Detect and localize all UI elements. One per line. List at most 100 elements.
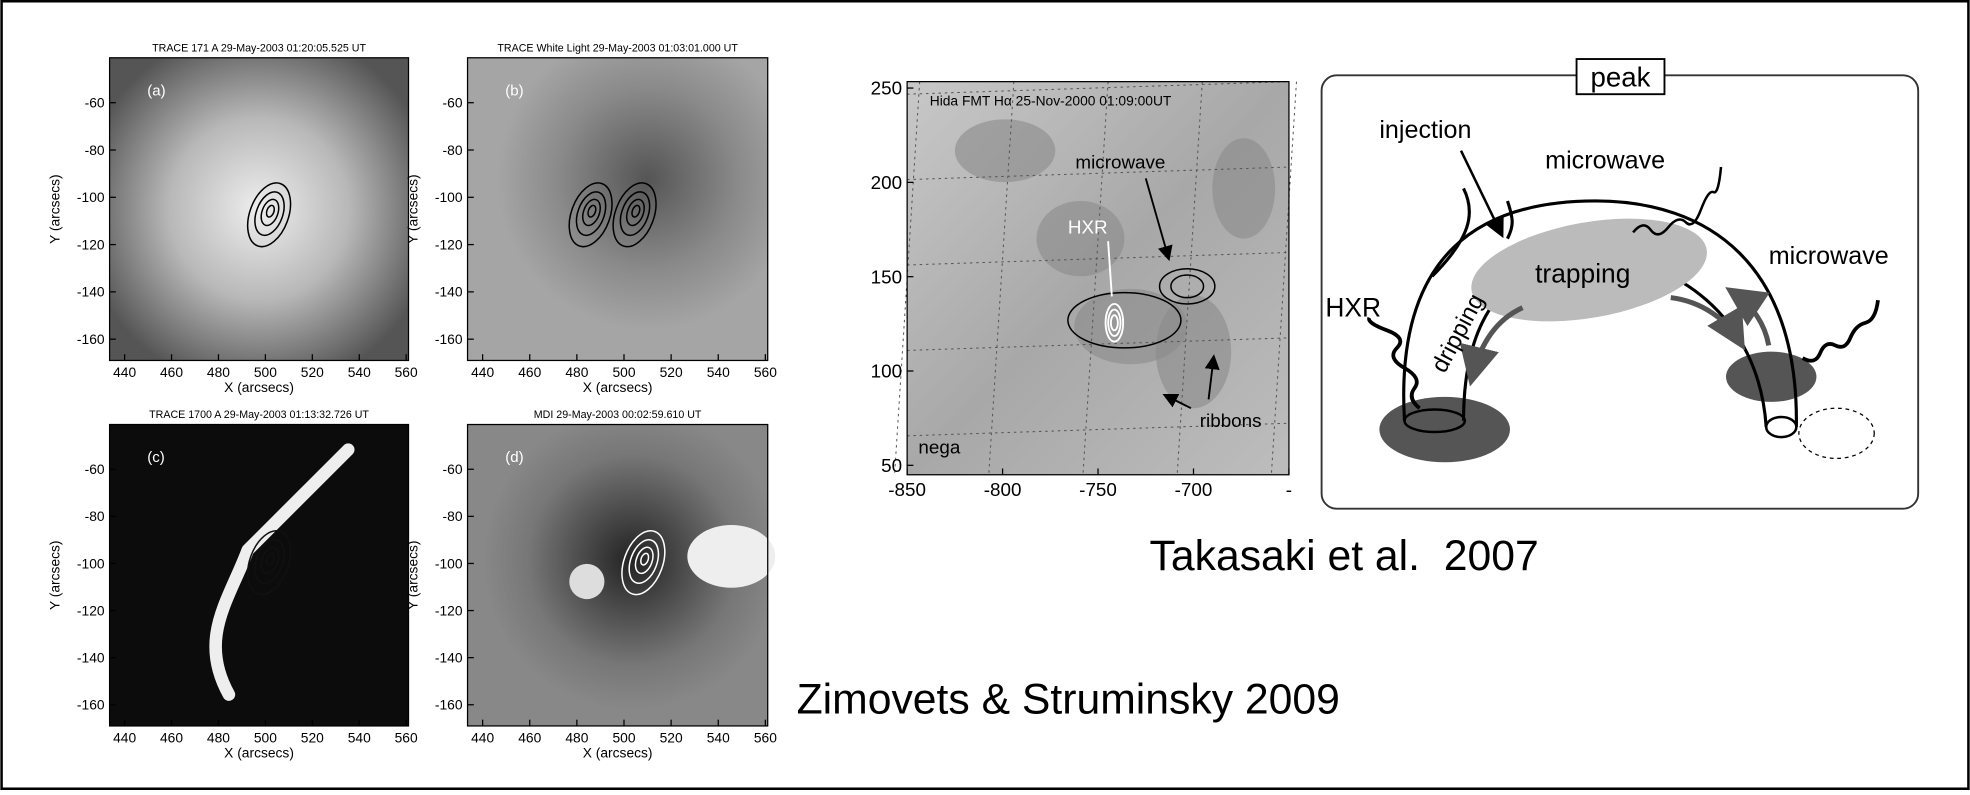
panel-label: (a) bbox=[147, 82, 165, 99]
y-tick-label: -60 bbox=[85, 95, 105, 111]
chromosphere-feature bbox=[1036, 201, 1124, 276]
y-tick-label: 50 bbox=[881, 455, 902, 476]
x-tick-label: 520 bbox=[660, 364, 683, 380]
y-tick-label: -80 bbox=[85, 508, 105, 524]
panel-title: TRACE 171 A 29-May-2003 01:20:05.525 UT bbox=[152, 42, 366, 54]
x-tick-label: 540 bbox=[707, 364, 730, 380]
diagram-label: HXR bbox=[1325, 293, 1381, 323]
x-tick-label: 480 bbox=[207, 364, 230, 380]
y-tick-label: -80 bbox=[85, 142, 105, 158]
x-axis-label: X (arcsecs) bbox=[224, 379, 294, 395]
y-tick-label: -80 bbox=[443, 142, 463, 158]
caption: Takasaki et al. 2007 bbox=[1150, 532, 1539, 580]
diagram-label: trapping bbox=[1535, 259, 1630, 289]
x-tick-label: 480 bbox=[207, 729, 230, 745]
chromosphere-feature bbox=[1212, 138, 1275, 238]
x-tick-label: 520 bbox=[301, 729, 324, 745]
y-tick-label: -160 bbox=[435, 697, 463, 713]
panel-image bbox=[110, 58, 409, 361]
page: {"panels":[ {"title":"TRACE 171 A 29-May… bbox=[0, 0, 1970, 790]
x-tick-label: 500 bbox=[254, 364, 277, 380]
x-tick-label: 520 bbox=[301, 364, 324, 380]
x-tick-label: 440 bbox=[471, 364, 494, 380]
x-axis-label: X (arcsecs) bbox=[224, 744, 294, 760]
diagram-label: injection bbox=[1379, 116, 1471, 144]
y-tick-label: -140 bbox=[435, 649, 463, 665]
x-tick-label: 440 bbox=[113, 729, 136, 745]
polarity bbox=[569, 564, 604, 599]
x-tick-label: -850 bbox=[888, 479, 926, 500]
y-tick-label: -60 bbox=[85, 461, 105, 477]
x-tick-label: 480 bbox=[565, 729, 588, 745]
panel-image bbox=[468, 58, 768, 361]
y-tick-label: -120 bbox=[77, 602, 105, 618]
y-tick-label: -120 bbox=[435, 602, 463, 618]
panel-title: TRACE White Light 29-May-2003 01:03:01.0… bbox=[497, 42, 738, 54]
chromosphere-feature bbox=[1156, 295, 1231, 408]
x-tick-label: 560 bbox=[754, 364, 777, 380]
x-tick-label: 500 bbox=[612, 729, 635, 745]
slide: 440460480500520540560-60-80-100-120-140-… bbox=[0, 0, 1970, 790]
polarity bbox=[687, 525, 775, 588]
annotation: HXR bbox=[1068, 217, 1108, 238]
x-tick-label: 540 bbox=[348, 729, 371, 745]
loop-foot bbox=[1766, 417, 1796, 437]
x-tick-label: 500 bbox=[612, 364, 635, 380]
footpoint bbox=[1379, 397, 1510, 462]
x-axis-label: X (arcsecs) bbox=[583, 744, 653, 760]
y-axis-label: Y (arcsecs) bbox=[404, 540, 420, 610]
y-tick-label: -100 bbox=[77, 189, 105, 205]
trapping-diagram: peak injection microwave trapping microw… bbox=[1322, 59, 1919, 509]
x-tick-label: 560 bbox=[395, 364, 418, 380]
panel-title: TRACE 1700 A 29-May-2003 01:13:32.726 UT bbox=[149, 409, 369, 421]
x-tick-label: 540 bbox=[348, 364, 371, 380]
x-tick-label: -800 bbox=[984, 479, 1022, 500]
y-tick-label: -80 bbox=[443, 508, 463, 524]
x-tick-label: 440 bbox=[471, 729, 494, 745]
y-tick-label: -160 bbox=[77, 331, 105, 347]
y-tick-label: -140 bbox=[77, 649, 105, 665]
x-tick-label: 520 bbox=[660, 729, 683, 745]
x-tick-label: 460 bbox=[518, 729, 541, 745]
x-tick-label: 440 bbox=[113, 364, 136, 380]
panel-image bbox=[110, 425, 409, 726]
y-tick-label: 200 bbox=[871, 172, 902, 193]
x-axis-label: X (arcsecs) bbox=[583, 379, 653, 395]
y-tick-label: -140 bbox=[77, 284, 105, 300]
y-tick-label: -120 bbox=[435, 236, 463, 252]
y-tick-label: -60 bbox=[443, 95, 463, 111]
panel-label: (b) bbox=[505, 82, 523, 99]
y-tick-label: -100 bbox=[435, 555, 463, 571]
panel-label: (c) bbox=[147, 449, 165, 466]
y-axis-label: Y (arcsecs) bbox=[404, 174, 420, 244]
y-tick-label: -100 bbox=[77, 555, 105, 571]
x-tick-label: 460 bbox=[160, 729, 183, 745]
x-tick-label: 560 bbox=[754, 729, 777, 745]
y-tick-label: -160 bbox=[77, 697, 105, 713]
x-tick-label: 460 bbox=[518, 364, 541, 380]
x-tick-label: -750 bbox=[1079, 479, 1117, 500]
y-tick-label: 250 bbox=[871, 78, 902, 99]
peak-label: peak bbox=[1591, 62, 1651, 93]
diagram-label: microwave bbox=[1545, 146, 1665, 174]
annotation: microwave bbox=[1075, 151, 1165, 172]
x-tick-label: 500 bbox=[254, 729, 277, 745]
x-tick-label: 460 bbox=[160, 364, 183, 380]
halpha-title: Hida FMT Hα 25-Nov-2000 01:09:00UT bbox=[930, 93, 1172, 109]
y-tick-label: -120 bbox=[77, 236, 105, 252]
chromosphere-feature bbox=[955, 119, 1055, 182]
y-axis-label: Y (arcsecs) bbox=[46, 174, 62, 244]
x-tick-label: - bbox=[1286, 479, 1292, 500]
y-tick-label: 150 bbox=[871, 266, 902, 287]
caption: Zimovets & Struminsky 2009 bbox=[797, 675, 1340, 723]
y-tick-label: 100 bbox=[871, 361, 902, 382]
annotation: nega bbox=[918, 436, 960, 457]
x-tick-label: 560 bbox=[395, 729, 418, 745]
x-tick-label: 480 bbox=[565, 364, 588, 380]
y-tick-label: -60 bbox=[443, 461, 463, 477]
panel-label: (d) bbox=[505, 449, 523, 466]
diagram-label: microwave bbox=[1769, 242, 1889, 270]
y-tick-label: -160 bbox=[435, 331, 463, 347]
y-tick-label: -140 bbox=[435, 284, 463, 300]
